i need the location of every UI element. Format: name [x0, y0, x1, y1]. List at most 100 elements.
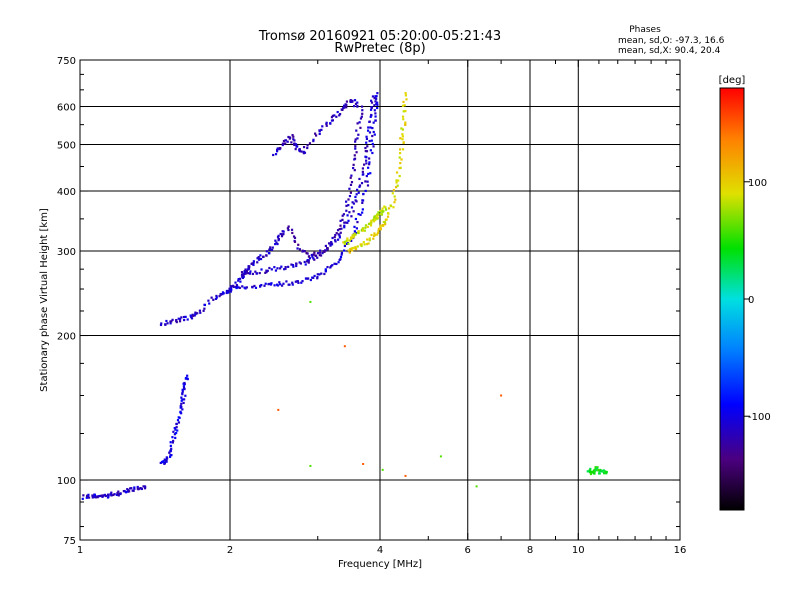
echo-point [351, 236, 354, 239]
echo-point [368, 157, 371, 160]
echo-point [258, 271, 261, 275]
echo-point [360, 244, 363, 248]
echo-point [323, 272, 326, 276]
echo-point [374, 100, 377, 103]
x-tick-label: 8 [527, 545, 533, 556]
echo-point [189, 314, 192, 317]
echo-point [175, 320, 178, 324]
echo-point [320, 128, 323, 131]
echo-point [373, 232, 376, 235]
echo-point [169, 322, 172, 325]
echo-point [295, 262, 298, 265]
echo-point [311, 255, 314, 258]
echo-point [295, 145, 298, 148]
echo-point [181, 408, 184, 411]
echo-point [366, 145, 369, 148]
echo-point [99, 494, 102, 498]
echo-point [249, 270, 252, 273]
echo-point [589, 471, 592, 474]
echo-point [230, 285, 233, 288]
echo-point [251, 262, 254, 265]
y-tick-label: 75 [63, 536, 76, 547]
echo-point [312, 257, 315, 260]
x-tick-label: 4 [377, 545, 383, 556]
echo-point [340, 253, 343, 256]
echo-point [242, 274, 245, 277]
echo-point [308, 257, 312, 260]
echo-point [367, 172, 370, 175]
echo-point [304, 263, 307, 266]
echo-point [163, 462, 167, 465]
echo-point [343, 345, 346, 348]
echo-point [229, 290, 232, 293]
echo-point [247, 272, 250, 275]
echo-point [395, 171, 399, 174]
echo-point [357, 231, 360, 234]
echo-point [257, 255, 260, 259]
echo-point [181, 392, 184, 395]
echo-point [395, 181, 398, 184]
echo-point [351, 100, 354, 103]
echo-point [133, 487, 136, 490]
echo-point [401, 133, 404, 136]
echo-point [331, 114, 334, 117]
echo-point [362, 193, 365, 196]
echo-point [128, 490, 131, 493]
echo-point [229, 287, 233, 290]
echo-point [352, 235, 356, 238]
echo-point [287, 135, 290, 139]
echo-point [370, 114, 373, 117]
echo-point [334, 240, 337, 243]
echo-point [265, 269, 268, 272]
echo-point [351, 249, 354, 252]
echo-point [293, 139, 296, 142]
echo-point [342, 213, 346, 216]
echo-point [404, 94, 408, 97]
echo-point [377, 227, 381, 230]
echo-point [330, 265, 333, 268]
echo-point [239, 280, 242, 283]
echo-point [354, 102, 358, 105]
echo-point [314, 254, 317, 257]
echo-point [277, 408, 280, 411]
echo-point [243, 270, 246, 273]
echo-point [294, 143, 298, 146]
echo-point [313, 251, 316, 254]
echo-point [343, 221, 346, 224]
echo-point [171, 441, 174, 444]
echo-point [312, 253, 315, 256]
echo-point [373, 216, 376, 219]
echo-point [319, 254, 323, 257]
echo-point [379, 227, 382, 230]
echo-point [270, 248, 274, 252]
echo-point [376, 233, 379, 236]
echo-point [232, 284, 235, 287]
echo-point [365, 162, 368, 165]
echo-point [300, 150, 303, 153]
echo-point [168, 455, 172, 458]
legend-x-mode: mean, sd,X: 90.4, 20.4 [618, 46, 721, 56]
echo-point [327, 242, 331, 245]
echo-point [393, 195, 396, 198]
echo-point [348, 251, 351, 254]
echo-point [324, 268, 327, 271]
echo-point [370, 101, 374, 104]
echo-point [251, 286, 254, 289]
echo-point [373, 133, 376, 136]
echo-point [377, 213, 380, 216]
echo-point [354, 199, 357, 202]
echo-point [376, 92, 379, 95]
echo-point [475, 485, 478, 488]
echo-point [190, 315, 193, 319]
echo-point [354, 140, 357, 143]
echo-point [369, 126, 372, 129]
echo-point [358, 177, 361, 181]
echo-point [221, 291, 225, 294]
echo-point [292, 265, 295, 268]
echo-point [335, 262, 338, 266]
echo-point [353, 169, 356, 172]
echo-point [194, 313, 197, 316]
echo-point [305, 252, 308, 255]
echo-point [318, 273, 321, 276]
echo-point [278, 146, 281, 150]
